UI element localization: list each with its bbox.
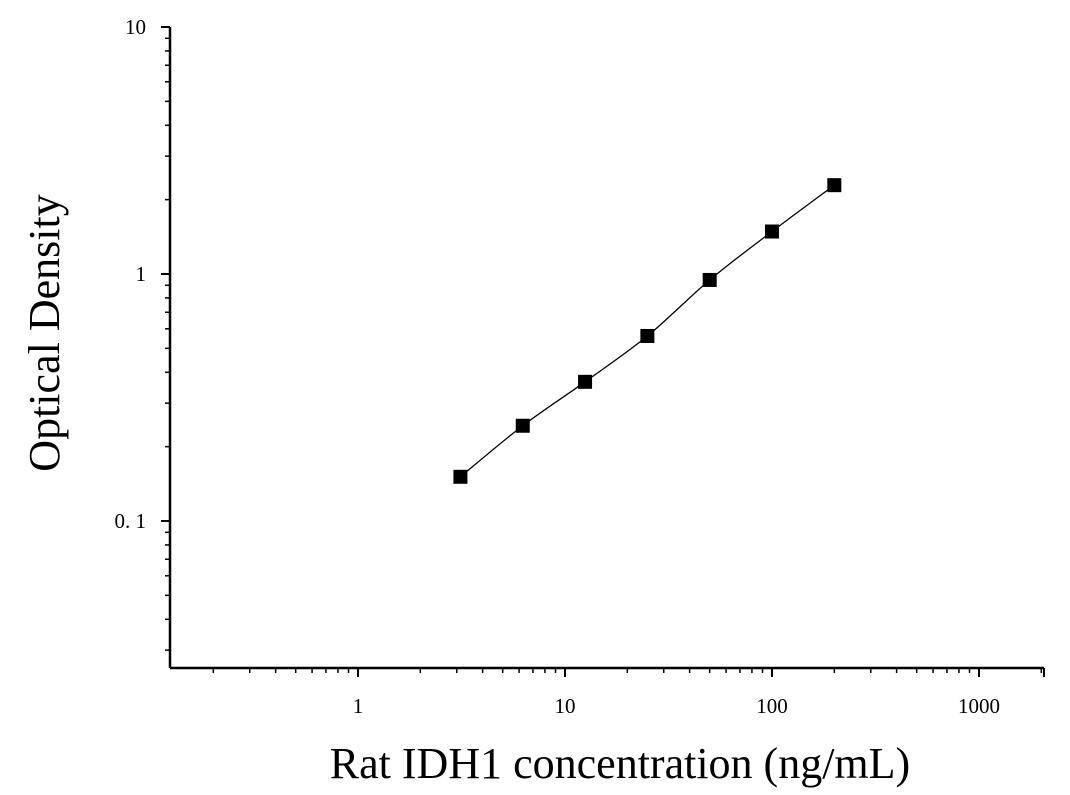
series xyxy=(453,178,842,484)
axis-titles: Rat IDH1 concentration (ng/mL) Optical D… xyxy=(20,194,910,788)
data-point xyxy=(453,469,468,484)
tick-labels: 1 10 100 1000 0. 1 1 10 xyxy=(115,15,1001,718)
data-point xyxy=(827,178,842,193)
y-axis-title: Optical Density xyxy=(20,194,69,471)
x-tick-label: 10 xyxy=(555,694,576,718)
data-point xyxy=(578,374,593,389)
x-tick-label: 1 xyxy=(353,694,364,718)
axes xyxy=(168,27,1044,670)
x-axis-title: Rat IDH1 concentration (ng/mL) xyxy=(330,739,910,788)
data-point xyxy=(702,272,717,287)
x-tick-label: 1000 xyxy=(958,694,1000,718)
ticks xyxy=(161,26,1045,677)
x-tick-label: 100 xyxy=(756,694,788,718)
data-point xyxy=(765,224,779,239)
data-point xyxy=(640,329,655,344)
y-tick-label: 1 xyxy=(136,262,147,286)
y-tick-label: 0. 1 xyxy=(115,509,147,533)
data-point xyxy=(515,418,530,433)
y-tick-label: 10 xyxy=(125,15,146,39)
